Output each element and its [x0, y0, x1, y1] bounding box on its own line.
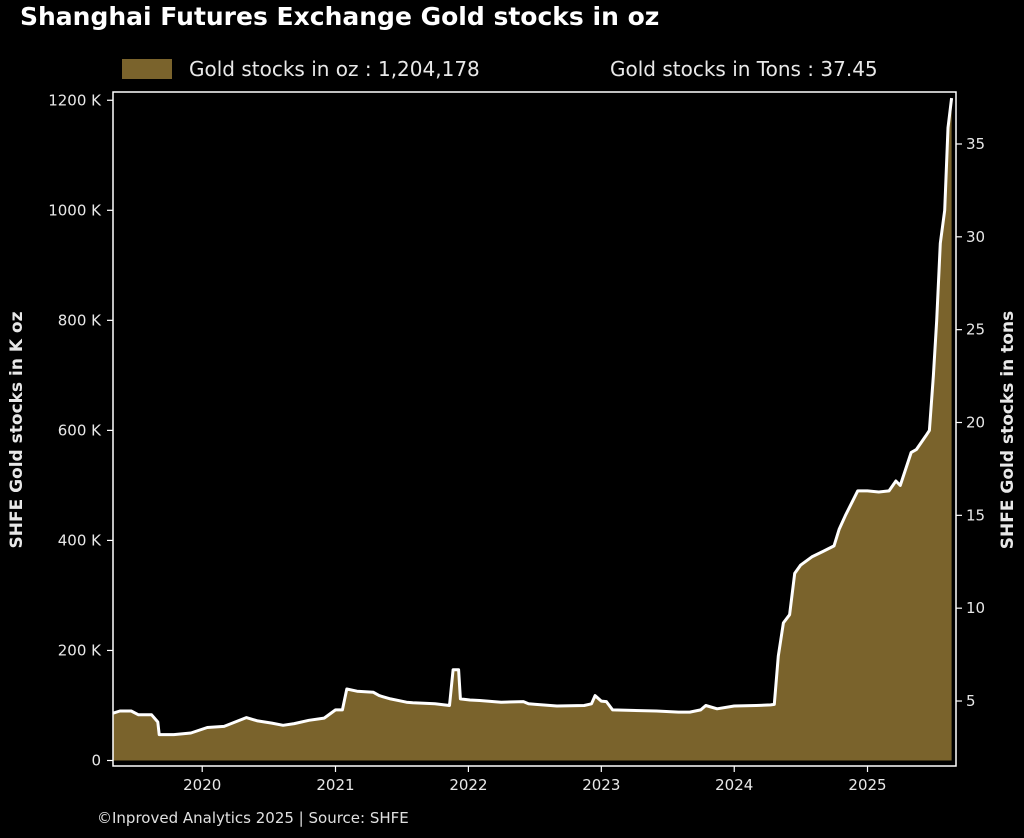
y-right-tick-label: 30	[966, 228, 985, 246]
y-right-tick-label: 20	[966, 414, 985, 432]
y-left-tick-label: 0	[91, 751, 101, 769]
y-right-tick-label: 15	[966, 506, 985, 524]
legend-swatch	[122, 59, 172, 79]
y-left-tick-label: 600 K	[58, 421, 102, 439]
y-right-tick-label: 10	[966, 599, 985, 617]
plot-area	[112, 97, 954, 761]
legend-label-tons: Gold stocks in Tons : 37.45	[610, 57, 878, 81]
y-left-tick-label: 1000 K	[48, 201, 102, 219]
y-axis-label-left: SHFE Gold stocks in K oz	[7, 311, 27, 548]
series-area-gold-oz	[113, 98, 952, 761]
footer-source: ©Inproved Analytics 2025 | Source: SHFE	[97, 809, 409, 827]
x-tick-label: 2025	[848, 776, 886, 794]
y-left-tick-label: 400 K	[58, 531, 102, 549]
plot-frame	[112, 91, 957, 767]
x-tick-label: 2021	[316, 776, 354, 794]
y-right-tick-label: 25	[966, 321, 985, 339]
y-left-tick-label: 200 K	[58, 641, 102, 659]
y-right-tick-label: 5	[966, 692, 976, 710]
x-tick-label: 2022	[449, 776, 487, 794]
y-left-tick-label: 800 K	[58, 311, 102, 329]
x-tick-label: 2023	[582, 776, 620, 794]
y-right-tick-label: 35	[966, 135, 985, 153]
legend-label-oz: Gold stocks in oz : 1,204,178	[189, 57, 480, 81]
x-tick-label: 2024	[715, 776, 753, 794]
y-left-tick-label: 1200 K	[48, 91, 102, 109]
chart-title: Shanghai Futures Exchange Gold stocks in…	[20, 2, 660, 31]
x-tick-label: 2020	[183, 776, 221, 794]
y-axis-label-right: SHFE Gold stocks in tons	[998, 311, 1018, 549]
series-line-gold-oz	[112, 97, 954, 737]
